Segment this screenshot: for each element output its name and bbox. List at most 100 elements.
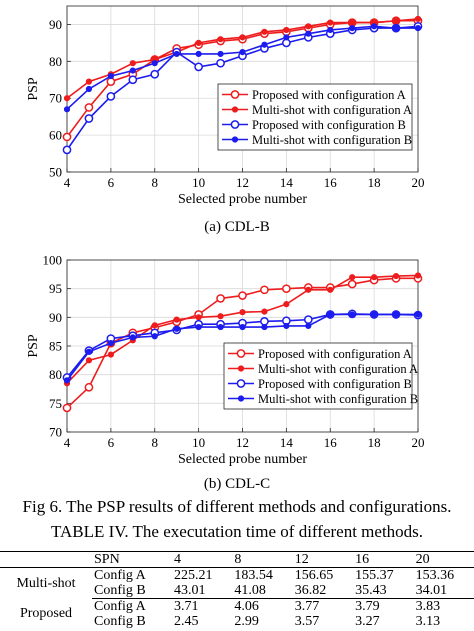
value-cell: 36.82: [292, 583, 354, 599]
table-row: Proposed Config A 3.71 4.06 3.77 3.79 3.…: [0, 599, 474, 621]
value-cell: 183.54: [234, 568, 273, 583]
data-point: [261, 28, 268, 35]
data-point: [239, 49, 246, 56]
data-point: [327, 19, 334, 26]
data-point: [62, 132, 72, 142]
x-axis-label: Selected probe number: [178, 192, 307, 207]
data-point: [414, 25, 422, 32]
data-point: [282, 284, 291, 294]
data-point: [194, 62, 203, 72]
table-header-cell: 8: [232, 551, 293, 568]
data-point: [129, 60, 136, 67]
data-point: [260, 285, 269, 295]
legend-marker: [236, 379, 246, 388]
psp-chart-cdl-b: 4 6 8 10 12 14 16 18 20 50 60 70 80 90 Selected probe …: [26, 5, 425, 207]
data-point: [62, 145, 72, 155]
data-point: [349, 274, 356, 281]
table-row: Config B 2.45 2.99 3.57 3.27 3.13: [0, 614, 474, 629]
x-tick-label: 18: [368, 175, 381, 190]
data-point: [414, 311, 422, 318]
data-point: [349, 19, 356, 26]
data-point: [216, 294, 225, 303]
x-tick-label: 16: [324, 175, 338, 190]
data-point: [261, 323, 268, 331]
table-header-cell: [0, 551, 92, 568]
value-cell: 43.01: [172, 583, 233, 599]
y-axis-label: PSP: [26, 334, 41, 358]
data-point: [217, 313, 224, 320]
data-point: [84, 103, 94, 112]
value-cell: 2.99: [234, 614, 259, 629]
table-row: Config B 43.01 41.08 36.82 35.43 34.01: [0, 583, 474, 599]
data-point: [85, 357, 93, 364]
data-point: [85, 85, 93, 93]
table-header-cell: 4: [172, 551, 233, 568]
table-caption: TABLE IV. The executation time of differ…: [50, 522, 424, 541]
data-point: [195, 39, 202, 46]
data-point: [63, 377, 71, 384]
data-point: [128, 75, 138, 85]
data-point: [151, 333, 158, 340]
data-point: [129, 334, 136, 341]
data-point: [195, 314, 202, 321]
config-cell: Config A: [94, 599, 146, 614]
data-point: [347, 279, 357, 289]
x-tick-label: 20: [412, 435, 425, 450]
x-tick-label: 20: [412, 175, 425, 190]
x-tick-label: 4: [64, 175, 71, 190]
data-point: [327, 311, 334, 318]
data-point: [107, 72, 114, 80]
legend-marker: [237, 395, 245, 402]
y-tick-label: 90: [49, 17, 62, 32]
x-tick-label: 6: [108, 435, 115, 450]
legend-marker: [231, 136, 239, 143]
data-point: [238, 291, 247, 300]
data-point: [392, 17, 400, 24]
data-point: [303, 315, 313, 324]
x-tick-label: 10: [192, 435, 205, 450]
data-point: [261, 41, 268, 48]
y-tick-label: 70: [49, 425, 62, 440]
data-point: [173, 325, 180, 332]
y-tick-label: 70: [49, 91, 62, 106]
method-cell: Multi-shot: [16, 575, 76, 591]
method-cell: Proposed: [19, 606, 73, 622]
legend-label: Multi-shot with configuration A: [252, 103, 412, 117]
value-cell: 3.71: [174, 599, 199, 614]
config-cell: Config B: [92, 583, 172, 599]
value-cell: 3.13: [415, 614, 441, 629]
data-point: [239, 34, 246, 41]
data-point: [371, 23, 378, 30]
value-cell: 34.01: [413, 583, 474, 599]
legend-label: Multi-shot with configuration B: [258, 392, 418, 406]
legend-label: Proposed with configuration B: [258, 377, 412, 391]
legend-marker: [230, 120, 240, 129]
x-tick-label: 4: [64, 435, 71, 450]
chart-caption-cdl-b: (a) CDL-B: [204, 219, 270, 235]
x-axis-label: Selected probe number: [178, 452, 307, 467]
legend-label: Proposed with configuration A: [252, 88, 406, 102]
data-point: [392, 311, 400, 318]
x-tick-label: 14: [280, 175, 294, 190]
data-point: [84, 114, 94, 123]
value-cell: 225.21: [174, 568, 213, 583]
data-point: [305, 286, 312, 293]
y-tick-label: 60: [49, 128, 62, 143]
data-point: [195, 50, 202, 58]
config-cell: Config A: [94, 568, 146, 583]
data-point: [150, 69, 160, 79]
x-tick-label: 12: [236, 435, 249, 450]
data-point: [349, 25, 356, 32]
data-point: [239, 323, 246, 331]
legend-marker: [237, 365, 245, 372]
x-tick-label: 8: [152, 435, 159, 450]
legend-marker: [236, 349, 246, 358]
y-tick-label: 75: [49, 396, 62, 411]
data-point: [107, 351, 114, 358]
data-point: [392, 272, 400, 280]
y-axis-label: PSP: [26, 77, 41, 101]
data-point: [414, 15, 422, 23]
data-point: [283, 26, 290, 34]
x-tick-label: 14: [280, 435, 294, 450]
table-header-cell: 16: [353, 551, 414, 568]
